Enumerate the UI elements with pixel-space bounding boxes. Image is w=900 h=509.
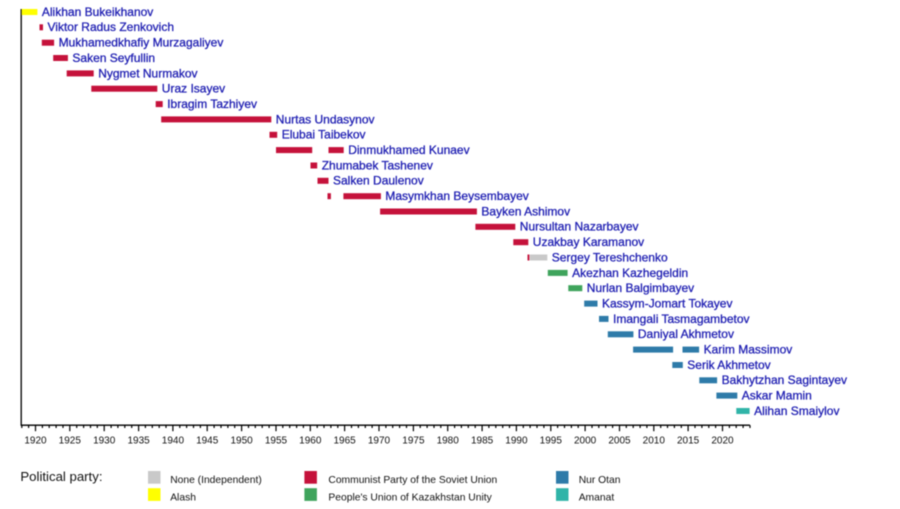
- svg-text:Amanat: Amanat: [579, 493, 615, 504]
- svg-text:Nurtas Undasynov: Nurtas Undasynov: [276, 112, 375, 126]
- svg-text:1975: 1975: [402, 436, 425, 447]
- svg-text:Kassym-Jomart Tokayev: Kassym-Jomart Tokayev: [602, 297, 732, 311]
- svg-text:People's Union of Kazakhstan U: People's Union of Kazakhstan Unity: [328, 493, 492, 504]
- svg-text:Nur Otan: Nur Otan: [579, 475, 621, 486]
- svg-text:Mukhamedkhafiy Murzagaliyev: Mukhamedkhafiy Murzagaliyev: [59, 36, 224, 50]
- svg-text:2020: 2020: [711, 436, 734, 447]
- svg-text:None (Independent): None (Independent): [170, 475, 262, 486]
- svg-text:Askar Mamin: Askar Mamin: [742, 389, 812, 403]
- svg-text:1990: 1990: [505, 436, 528, 447]
- svg-text:2010: 2010: [643, 436, 666, 447]
- svg-text:Nygmet Nurmakov: Nygmet Nurmakov: [98, 66, 197, 80]
- svg-text:Imangali Tasmagambetov: Imangali Tasmagambetov: [613, 312, 750, 326]
- svg-text:1930: 1930: [93, 436, 116, 447]
- svg-text:Bayken Ashimov: Bayken Ashimov: [481, 204, 570, 218]
- svg-text:Alihan Smaiylov: Alihan Smaiylov: [754, 404, 839, 418]
- svg-text:Alikhan Bukeikhanov: Alikhan Bukeikhanov: [42, 5, 153, 19]
- svg-text:1980: 1980: [437, 436, 460, 447]
- svg-text:1985: 1985: [471, 436, 494, 447]
- svg-text:Masymkhan Beysembayev: Masymkhan Beysembayev: [385, 189, 528, 203]
- svg-text:1950: 1950: [230, 436, 253, 447]
- svg-text:1995: 1995: [540, 436, 563, 447]
- svg-text:2005: 2005: [608, 436, 631, 447]
- svg-text:Salken Daulenov: Salken Daulenov: [333, 174, 424, 188]
- svg-text:1940: 1940: [162, 436, 185, 447]
- svg-text:Bakhytzhan Sagintayev: Bakhytzhan Sagintayev: [722, 373, 847, 387]
- svg-text:2000: 2000: [574, 436, 597, 447]
- svg-text:1945: 1945: [196, 436, 219, 447]
- svg-text:Serik Akhmetov: Serik Akhmetov: [687, 358, 770, 372]
- svg-text:Communist Party of the Soviet: Communist Party of the Soviet Union: [328, 475, 497, 486]
- svg-text:Ibragim Tazhiyev: Ibragim Tazhiyev: [167, 97, 257, 111]
- svg-text:1935: 1935: [127, 436, 150, 447]
- svg-text:1965: 1965: [333, 436, 356, 447]
- svg-text:Zhumabek Tashenev: Zhumabek Tashenev: [322, 158, 433, 172]
- svg-text:1925: 1925: [59, 436, 82, 447]
- svg-text:Saken Seyfullin: Saken Seyfullin: [72, 51, 155, 65]
- svg-text:Akezhan Kazhegeldin: Akezhan Kazhegeldin: [572, 266, 688, 280]
- svg-text:2015: 2015: [677, 436, 700, 447]
- svg-text:Uraz Isayev: Uraz Isayev: [162, 82, 225, 96]
- svg-text:Political party:: Political party:: [20, 469, 102, 484]
- svg-text:Dinmukhamed Kunaev: Dinmukhamed Kunaev: [348, 143, 469, 157]
- svg-text:Daniyal Akhmetov: Daniyal Akhmetov: [638, 327, 734, 341]
- svg-text:Karim Massimov: Karim Massimov: [704, 343, 793, 357]
- svg-text:Viktor Radus Zenkovich: Viktor Radus Zenkovich: [48, 20, 175, 34]
- svg-text:Sergey Tereshchenko: Sergey Tereshchenko: [552, 250, 668, 264]
- svg-text:Alash: Alash: [170, 493, 196, 504]
- svg-text:1970: 1970: [368, 436, 391, 447]
- svg-text:1960: 1960: [299, 436, 322, 447]
- svg-text:Nursultan Nazarbayev: Nursultan Nazarbayev: [520, 220, 639, 234]
- svg-text:Elubai Taibekov: Elubai Taibekov: [282, 128, 366, 142]
- svg-text:Uzakbay Karamanov: Uzakbay Karamanov: [533, 235, 644, 249]
- svg-text:1955: 1955: [265, 436, 288, 447]
- svg-text:Nurlan Balgimbayev: Nurlan Balgimbayev: [587, 281, 694, 295]
- svg-text:1920: 1920: [24, 436, 47, 447]
